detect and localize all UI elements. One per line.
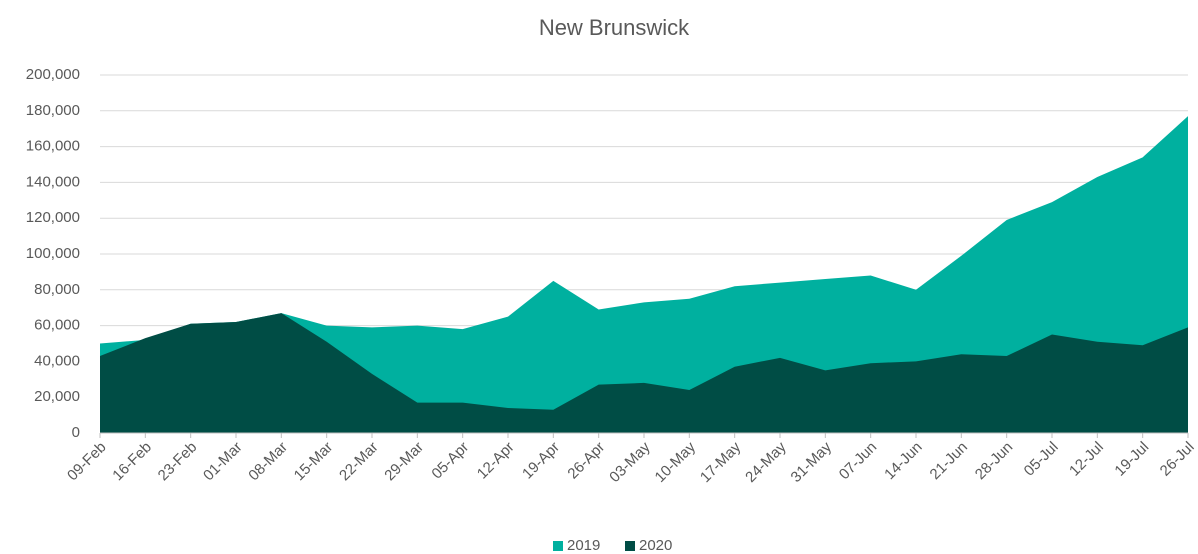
x-tick-label: 09-Feb	[64, 439, 110, 485]
x-tick-label: 26-Jul	[1157, 439, 1198, 480]
area	[100, 313, 1188, 433]
x-tick-label: 17-May	[697, 438, 745, 486]
y-tick-label: 0	[72, 424, 80, 441]
x-tick-label: 29-Mar	[381, 439, 427, 485]
y-tick-label: 60,000	[34, 317, 80, 334]
y-tick-label: 180,000	[26, 102, 80, 119]
y-tick-label: 80,000	[34, 281, 80, 298]
x-tick-label: 10-May	[652, 438, 700, 486]
x-tick-label: 16-Feb	[109, 439, 155, 485]
chart-title: New Brunswick	[539, 15, 690, 40]
y-tick-label: 40,000	[34, 352, 80, 369]
y-tick-label: 140,000	[26, 173, 80, 190]
x-tick-label: 19-Jul	[1111, 439, 1152, 480]
y-tick-label: 160,000	[26, 138, 80, 155]
legend-label: 2019	[567, 537, 600, 554]
x-tick-label: 12-Apr	[474, 439, 518, 483]
legend-swatch	[553, 541, 563, 551]
x-tick-label: 22-Mar	[336, 439, 382, 485]
x-tick-label: 24-May	[742, 438, 790, 486]
x-tick-label: 08-Mar	[245, 439, 291, 485]
y-tick-label: 20,000	[34, 388, 80, 405]
x-tick-label: 05-Jul	[1021, 439, 1062, 480]
x-tick-label: 03-May	[606, 438, 654, 486]
x-tick-label: 14-Jun	[881, 439, 925, 483]
x-tick-label: 19-Apr	[519, 439, 563, 483]
x-tick-label: 26-Apr	[564, 439, 608, 483]
area	[100, 116, 1188, 434]
x-tick-label: 31-May	[788, 438, 836, 486]
x-tick-label: 21-Jun	[927, 439, 971, 483]
y-tick-label: 100,000	[26, 245, 80, 262]
x-tick-label: 15-Mar	[291, 439, 337, 485]
x-tick-label: 05-Apr	[428, 439, 472, 483]
x-tick-label: 07-Jun	[836, 439, 880, 483]
x-tick-label: 23-Feb	[155, 439, 201, 485]
x-tick-label: 12-Jul	[1066, 439, 1107, 480]
x-tick-label: 01-Mar	[200, 439, 246, 485]
x-tick-label: 28-Jun	[972, 439, 1016, 483]
legend-swatch	[625, 541, 635, 551]
y-tick-label: 200,000	[26, 66, 80, 83]
y-tick-label: 120,000	[26, 209, 80, 226]
legend-label: 2020	[639, 537, 672, 554]
